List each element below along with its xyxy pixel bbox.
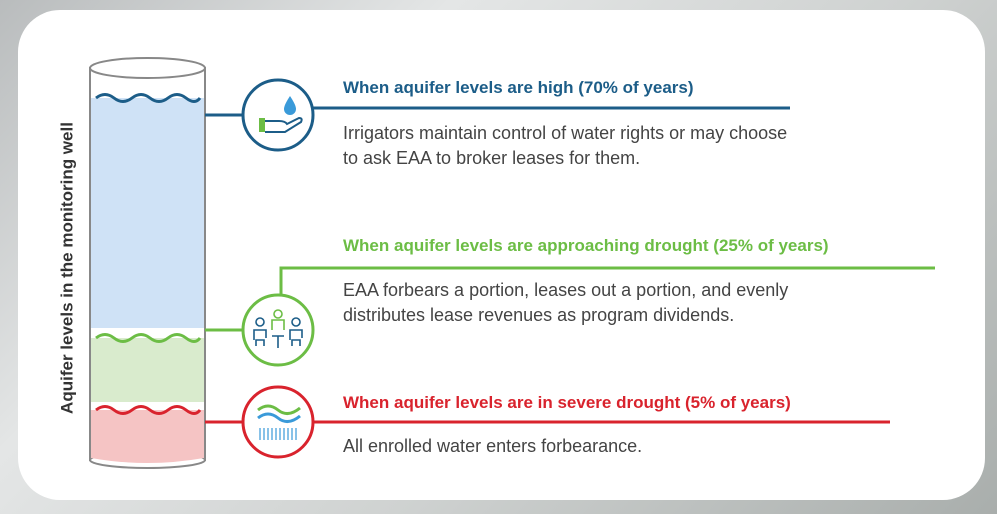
severe-band [91, 410, 204, 463]
level-description: Irrigators maintain control of water rig… [343, 121, 803, 171]
level-description: EAA forbears a portion, leases out a por… [343, 278, 873, 328]
icon-circle [243, 387, 313, 457]
level-title: When aquifer levels are in severe drough… [343, 393, 791, 413]
hand-icon [259, 118, 265, 132]
level-title: When aquifer levels are high (70% of yea… [343, 78, 694, 98]
level-description: All enrolled water enters forbearance. [343, 434, 863, 459]
axis-label: Aquifer levels in the monitoring well [57, 122, 76, 414]
cylinder-top [90, 58, 205, 78]
level-title: When aquifer levels are approaching drou… [343, 236, 829, 256]
icon-circle [243, 80, 313, 150]
high-band [91, 98, 204, 328]
approaching-band [91, 338, 204, 402]
page: Aquifer levels in the monitoring well Wh… [0, 0, 997, 514]
